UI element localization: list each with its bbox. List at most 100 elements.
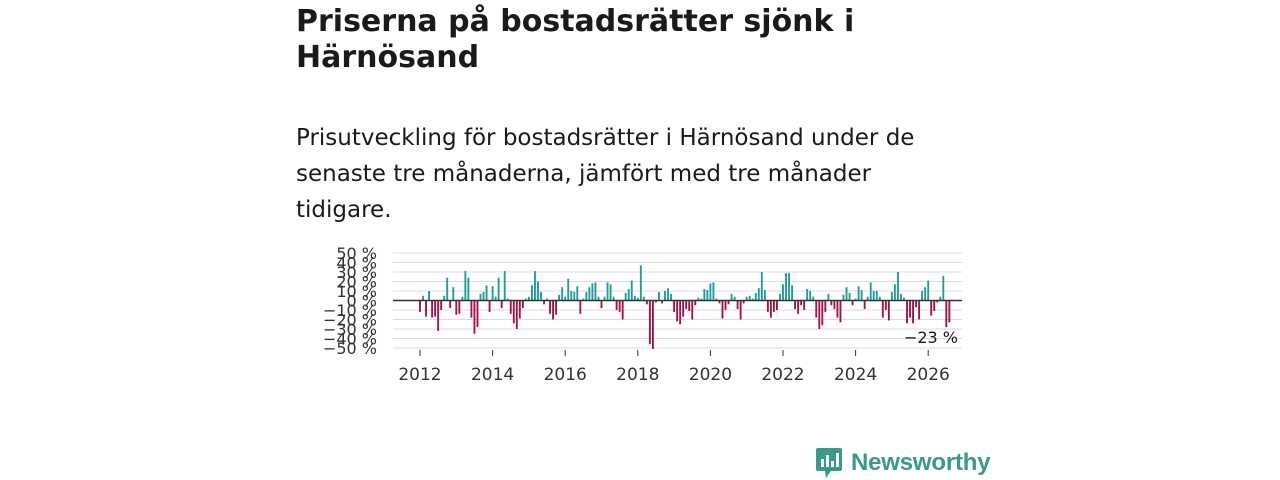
bar xyxy=(709,283,712,301)
bar xyxy=(558,294,561,301)
bar xyxy=(512,300,515,324)
bar xyxy=(818,300,821,329)
bar xyxy=(763,290,766,301)
bar xyxy=(860,290,863,301)
bar xyxy=(839,300,842,323)
bar xyxy=(948,300,951,323)
bar xyxy=(851,300,854,306)
bar xyxy=(546,298,548,301)
bar xyxy=(875,291,878,301)
bar xyxy=(612,296,615,301)
bar xyxy=(775,300,778,310)
bar xyxy=(912,300,914,324)
bar xyxy=(779,293,781,301)
y-tick-label: −20 % xyxy=(323,311,377,330)
bar xyxy=(534,271,536,301)
bar xyxy=(918,300,921,320)
bar xyxy=(636,297,639,301)
x-tick-label: 2018 xyxy=(616,365,659,385)
bar xyxy=(585,291,588,301)
bar xyxy=(797,300,800,314)
bar xyxy=(591,283,594,301)
bar xyxy=(561,287,564,301)
bar xyxy=(645,300,648,305)
bar xyxy=(540,291,542,301)
bar xyxy=(830,300,833,306)
bar xyxy=(800,300,803,306)
bar xyxy=(497,277,500,301)
bar xyxy=(827,293,830,301)
bar xyxy=(609,284,612,301)
bar xyxy=(833,300,836,310)
y-tick-label: −50 % xyxy=(323,339,377,358)
bar xyxy=(742,300,745,304)
bar xyxy=(621,300,624,320)
bar xyxy=(594,282,597,301)
bar xyxy=(576,286,579,301)
bar xyxy=(718,300,721,304)
bar xyxy=(579,300,582,314)
bar xyxy=(419,300,421,312)
bar xyxy=(597,296,600,301)
bar xyxy=(624,292,627,301)
bar xyxy=(633,295,636,301)
bar xyxy=(688,300,691,311)
bar xyxy=(642,296,645,301)
bar xyxy=(470,300,473,318)
bar xyxy=(464,271,467,301)
bar xyxy=(785,272,787,301)
bar xyxy=(703,289,706,301)
bar xyxy=(809,291,812,301)
bar xyxy=(437,300,440,331)
bar xyxy=(476,300,479,328)
x-tick-label: 2016 xyxy=(544,365,587,385)
bar xyxy=(618,300,621,312)
bar xyxy=(455,300,458,315)
bar xyxy=(739,300,742,320)
bar xyxy=(933,300,936,311)
bar xyxy=(446,277,449,301)
bar xyxy=(648,300,651,345)
bar xyxy=(921,291,924,301)
bar xyxy=(582,298,585,301)
bar xyxy=(745,296,748,301)
bar xyxy=(909,300,911,318)
bar xyxy=(661,300,663,304)
brand-logo[interactable]: Newsworthy xyxy=(815,446,991,480)
bar xyxy=(697,297,700,301)
bar xyxy=(751,298,754,301)
bar xyxy=(485,285,488,301)
bar xyxy=(428,291,431,301)
bar xyxy=(518,300,521,319)
bar xyxy=(939,296,942,301)
bar xyxy=(845,287,848,301)
bar xyxy=(893,284,896,301)
bar xyxy=(884,300,887,310)
bar xyxy=(440,300,443,310)
last-value-label: −23 % xyxy=(904,328,958,347)
bar xyxy=(651,300,654,349)
bar xyxy=(552,300,555,320)
bar xyxy=(422,295,424,301)
bar xyxy=(473,300,476,334)
bar xyxy=(658,291,660,301)
bar xyxy=(431,300,434,318)
bar xyxy=(694,300,697,306)
bar xyxy=(567,278,570,301)
bar xyxy=(509,300,512,314)
bar xyxy=(530,285,533,301)
bar xyxy=(555,300,558,315)
bar xyxy=(458,300,461,314)
bar xyxy=(748,295,751,301)
bar xyxy=(700,298,703,301)
bar xyxy=(854,298,857,301)
bar xyxy=(491,286,494,301)
y-tick-label: −30 % xyxy=(323,320,377,339)
bar xyxy=(452,287,455,301)
brand-name[interactable]: Newsworthy xyxy=(851,449,991,476)
bar xyxy=(667,288,669,301)
y-tick-label: 40 % xyxy=(336,254,377,273)
bar xyxy=(630,280,633,301)
bar xyxy=(821,300,824,326)
bar xyxy=(896,272,899,301)
